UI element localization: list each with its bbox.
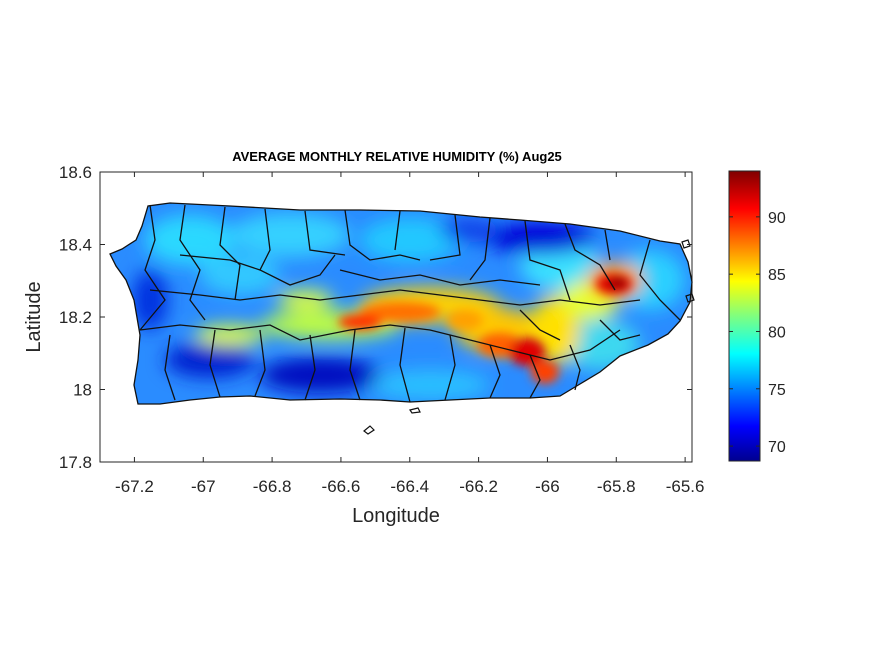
y-axis: 18.6 18.4 18.2 18 17.8 [59, 163, 692, 472]
colorbar [728, 170, 761, 462]
y-tick-label: 18.6 [59, 163, 92, 182]
x-tick-label: -65.8 [597, 477, 636, 496]
y-tick-label: 17.8 [59, 453, 92, 472]
x-tick-label: -66 [535, 477, 560, 496]
y-tick-label: 18.4 [59, 236, 92, 255]
x-tick-label: -66.6 [322, 477, 361, 496]
y-tick-label: 18.2 [59, 308, 92, 327]
x-tick-label: -66.2 [459, 477, 498, 496]
x-tick-label: -66.4 [390, 477, 429, 496]
y-axis-label: Latitude [23, 281, 45, 352]
x-axis-label: Longitude [352, 505, 440, 527]
y-tick-label: 18 [73, 381, 92, 400]
colorbar-tick-label: 70 [768, 439, 786, 456]
x-tick-label: -67 [191, 477, 216, 496]
x-tick-label: -66.8 [253, 477, 292, 496]
colorbar-tick-label: 80 [768, 324, 786, 341]
colorbar-tick-label: 75 [768, 382, 786, 399]
x-tick-label: -65.6 [666, 477, 705, 496]
colorbar-tick-label: 85 [768, 267, 786, 284]
colorbar-tick-label: 90 [768, 210, 786, 227]
x-tick-label: -67.2 [115, 477, 154, 496]
municipality-borders [109, 202, 693, 405]
colorbar-ticks: 90 85 80 75 70 [729, 210, 786, 456]
offshore-keys [363, 239, 695, 435]
chart-title: AVERAGE MONTHLY RELATIVE HUMIDITY (%) Au… [232, 149, 562, 164]
x-axis: -67.2 -67 -66.8 -66.6 -66.4 -66.2 -66 -65.8 -65.… [115, 172, 704, 496]
